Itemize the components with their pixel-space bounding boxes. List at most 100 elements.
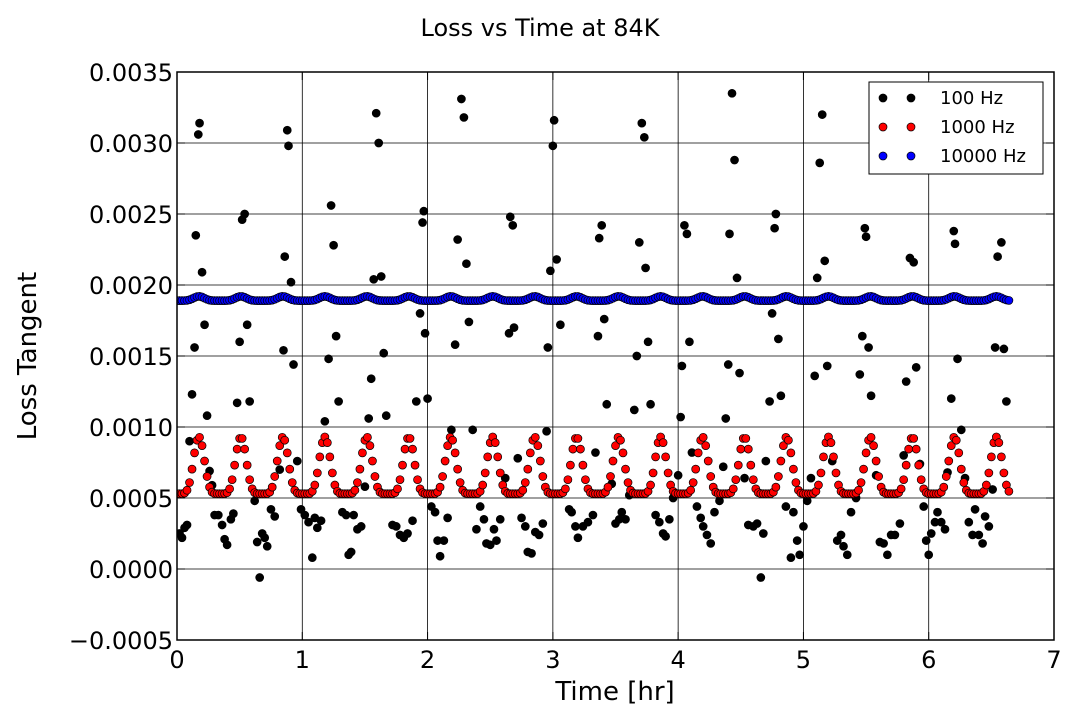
data-point	[914, 460, 924, 470]
data-point	[597, 221, 607, 230]
data-point	[591, 448, 600, 457]
data-point	[999, 344, 1009, 354]
data-point	[866, 432, 876, 442]
data-point	[895, 519, 905, 528]
x-tick-label: 6	[921, 646, 936, 674]
y-tick-label: 0.0010	[89, 414, 173, 442]
data-point	[356, 522, 366, 531]
data-point	[334, 397, 343, 406]
data-point	[439, 536, 449, 545]
data-point	[940, 524, 950, 534]
data-point	[282, 125, 292, 135]
x-tick-label: 4	[671, 646, 686, 674]
data-point	[408, 516, 417, 526]
data-point	[789, 464, 798, 474]
data-point	[543, 343, 553, 352]
data-point	[391, 522, 401, 531]
data-point	[839, 541, 848, 551]
data-point	[964, 517, 974, 527]
data-point	[789, 507, 798, 517]
data-point	[418, 218, 427, 227]
data-point	[786, 448, 796, 458]
y-tick-label: 0.0000	[89, 556, 173, 584]
data-point	[485, 540, 495, 550]
data-point	[472, 524, 481, 534]
data-point	[646, 480, 655, 490]
data-point	[741, 434, 751, 443]
data-point	[329, 240, 338, 250]
data-point	[909, 257, 919, 267]
data-point	[450, 340, 460, 349]
data-point	[634, 238, 644, 247]
data-point	[287, 478, 297, 487]
data-point	[812, 273, 822, 283]
y-tick-label: 0.0015	[89, 343, 173, 371]
data-point	[623, 478, 633, 487]
legend: 100 Hz 1000 Hz 10000 Hz	[868, 81, 1044, 175]
data-point	[525, 448, 535, 458]
data-point	[735, 368, 744, 378]
data-point	[312, 523, 322, 533]
data-point	[533, 441, 543, 450]
data-point	[222, 540, 232, 550]
y-tick-label: 0.0030	[89, 130, 173, 158]
data-point	[987, 452, 996, 462]
data-point	[443, 513, 452, 523]
data-point	[185, 436, 194, 446]
data-point	[899, 475, 909, 485]
data-point	[588, 510, 598, 520]
legend-label: 10000 Hz	[940, 146, 1026, 167]
data-point	[448, 435, 457, 445]
data-point	[480, 468, 490, 478]
data-point	[817, 110, 827, 119]
y-tick-label: 0.0025	[89, 201, 173, 229]
data-point	[182, 520, 192, 530]
data-point	[282, 448, 292, 458]
data-point	[483, 452, 493, 462]
data-point	[320, 416, 330, 426]
x-axis-label: Time [hr]	[554, 677, 674, 707]
data-point	[300, 510, 310, 520]
data-point	[767, 309, 777, 318]
data-point	[464, 317, 474, 327]
data-point	[593, 331, 603, 341]
data-point	[193, 130, 203, 139]
data-point	[326, 201, 336, 210]
data-point	[504, 328, 514, 338]
data-point	[728, 484, 738, 494]
data-point	[774, 472, 783, 481]
data-point	[353, 478, 362, 487]
y-tick-label: −0.0005	[69, 627, 173, 655]
data-point	[520, 522, 530, 531]
data-point	[988, 485, 997, 494]
data-point	[403, 529, 412, 538]
data-point	[890, 530, 900, 540]
data-point	[371, 108, 381, 118]
data-point	[826, 438, 836, 448]
data-point	[859, 464, 868, 474]
data-point	[752, 519, 762, 528]
data-point	[538, 519, 548, 528]
data-point	[606, 472, 615, 481]
data-point	[864, 343, 873, 352]
data-point	[443, 441, 452, 450]
data-point	[831, 468, 841, 478]
data-point	[618, 448, 628, 458]
data-point	[229, 509, 238, 518]
data-point	[784, 435, 793, 445]
data-point	[822, 361, 832, 371]
data-point	[776, 391, 786, 401]
data-point	[924, 550, 934, 560]
data-point	[999, 468, 1009, 478]
data-point	[819, 452, 828, 462]
data-point	[696, 513, 706, 523]
data-point	[260, 533, 270, 543]
data-point	[701, 441, 711, 450]
data-point	[810, 371, 820, 381]
data-point	[292, 456, 302, 466]
data-point	[702, 530, 712, 540]
data-point	[405, 434, 415, 443]
series-100-hz	[177, 88, 1011, 582]
legend-marker	[906, 122, 916, 132]
chart-title: Loss vs Time at 84K	[421, 14, 661, 42]
